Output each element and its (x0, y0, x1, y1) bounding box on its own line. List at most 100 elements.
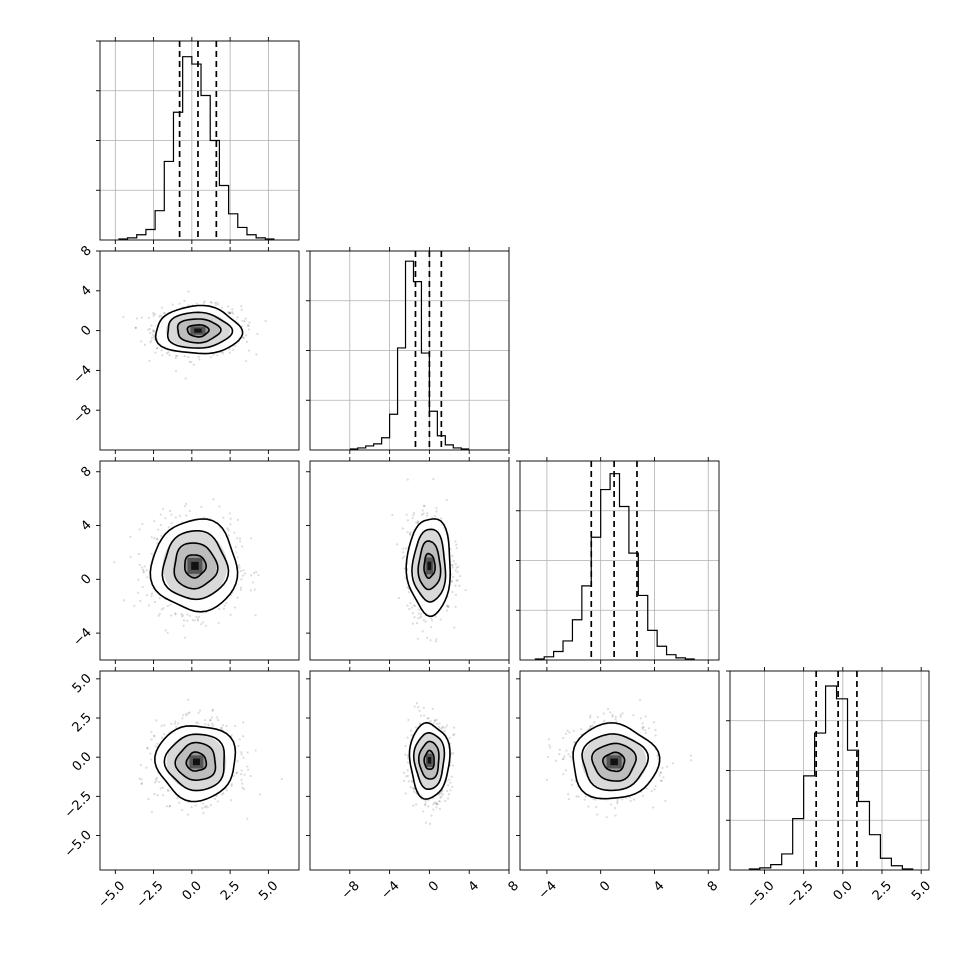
scatter-point (404, 792, 407, 795)
scatter-point (139, 763, 142, 767)
scatter-point (168, 354, 171, 357)
scatter-point (156, 742, 159, 745)
scatter-point (402, 771, 406, 774)
scatter-point (150, 758, 153, 761)
scatter-point (435, 640, 438, 643)
scatter-point (562, 773, 565, 776)
x-tick-label: 5.0 (256, 878, 281, 903)
scatter-point (239, 569, 242, 572)
scatter-point (406, 774, 410, 778)
scatter-point (235, 771, 238, 775)
scatter-point (176, 797, 179, 800)
scatter-point (176, 722, 180, 725)
axis-ticks-0-3 (96, 667, 269, 874)
scatter-point (416, 522, 419, 525)
scatter-point (247, 768, 250, 771)
scatter-point (429, 719, 432, 723)
y-tick-labels-3: −5.0 −2.5 0.0 2.5 5.0 (62, 671, 95, 861)
scatter-point (150, 738, 153, 741)
scatter-point (407, 780, 410, 783)
scatter-point (193, 619, 196, 622)
scatter-point (211, 709, 214, 712)
axis-ticks-1-1 (349, 247, 510, 454)
density-panel-2-3 (519, 670, 720, 871)
scatter-point (426, 717, 429, 720)
density-panel-1-2 (309, 460, 510, 661)
scatter-point (249, 574, 253, 577)
scatter-point (451, 590, 454, 594)
scatter-point (424, 821, 428, 824)
scatter-point (545, 778, 549, 781)
scatter-point (571, 783, 574, 787)
scatter-point (422, 714, 426, 717)
scatter-point (441, 725, 444, 728)
scatter-point (402, 555, 406, 558)
scatter-point (654, 728, 657, 732)
scatter-point (161, 786, 164, 789)
scatter-point (166, 788, 169, 791)
density-panel-0-3 (99, 670, 300, 871)
scatter-point (644, 731, 647, 735)
scatter-point (579, 728, 583, 731)
scatter-point (154, 778, 158, 781)
y-tick-label: −2.5 (62, 789, 95, 822)
scatter-point (238, 566, 241, 569)
scatter-point (611, 714, 614, 717)
scatter-point (185, 502, 188, 505)
scatter-point (160, 349, 163, 352)
scatter-point (431, 707, 434, 710)
scatter-point (141, 568, 145, 571)
scatter-point (153, 338, 156, 341)
scatter-point (558, 753, 561, 756)
scatter-point (187, 813, 190, 816)
hist-panel-3 (726, 670, 930, 871)
scatter-point (201, 802, 205, 805)
scatter-point (139, 599, 142, 602)
scatter-point (615, 720, 618, 723)
scatter-point (654, 784, 657, 788)
contour-2 (161, 530, 230, 601)
panel-frame (99, 460, 300, 661)
scatter-point (242, 721, 245, 724)
contour-3 (149, 518, 239, 613)
scatter-point (436, 802, 439, 805)
scatter-point (589, 725, 592, 728)
scatter-point (200, 505, 203, 509)
scatter-point (432, 808, 435, 811)
x-tick-label: 0.0 (831, 878, 856, 903)
contour-1 (417, 540, 442, 591)
scatter-point (644, 715, 647, 718)
scatter-point (166, 631, 169, 635)
panel-frame (309, 670, 510, 871)
scatter-point (616, 802, 619, 805)
scatter-point (165, 805, 168, 808)
contour-0 (601, 751, 626, 773)
scatter-point (568, 755, 572, 758)
scatter-point (168, 804, 172, 808)
scatter-point (250, 537, 253, 540)
scatter-point (209, 719, 212, 722)
contour-3 (408, 721, 451, 800)
y-tick-label: 0 (78, 323, 94, 339)
x-tick-label: −4 (536, 878, 560, 902)
scatter-point (614, 718, 617, 721)
scatter-point (153, 735, 156, 738)
histogram-step-3 (748, 685, 914, 870)
scatter-point (244, 317, 247, 320)
scatter-point (216, 301, 219, 304)
scatter-point (236, 596, 239, 599)
scatter-point (194, 804, 197, 807)
scatter-point (664, 799, 667, 802)
scatter-point (464, 589, 467, 592)
scatter-point (448, 778, 451, 781)
scatter-point (159, 787, 162, 790)
scatter-point (140, 782, 144, 785)
scatter-point (450, 752, 453, 755)
scatter-point (216, 800, 219, 803)
scatter-point (222, 607, 225, 610)
scatter-point (413, 604, 417, 608)
y-tick-label: 5.0 (70, 671, 95, 696)
contour-0 (184, 554, 208, 579)
scatter-point (239, 586, 243, 589)
scatter-point (153, 537, 156, 540)
